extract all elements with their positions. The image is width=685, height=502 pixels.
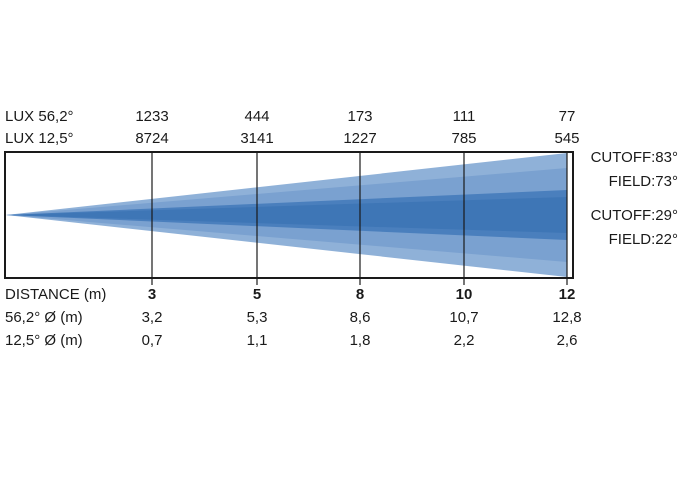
beam-label: FIELD:73°: [609, 173, 678, 190]
beam-label: FIELD:22°: [609, 231, 678, 248]
row-value: 8: [356, 286, 364, 303]
row-value: 1,1: [247, 332, 268, 349]
row-value: 3: [148, 286, 156, 303]
labels: LUX 56,2° 1233 444 173 111 77 LUX 12,5° 8724 314…: [5, 108, 678, 349]
row-value: 1227: [343, 130, 376, 147]
row-value: 3,2: [142, 309, 163, 326]
row-value: 1,8: [350, 332, 371, 349]
row-value: 111: [453, 108, 476, 125]
row-value: 2,6: [557, 332, 578, 349]
row-value: 8,6: [350, 309, 371, 326]
row-value: 5,3: [247, 309, 268, 326]
row-value: 785: [451, 130, 476, 147]
row-value: 10,7: [449, 309, 478, 326]
row-value: 0,7: [142, 332, 163, 349]
row-label: LUX 12,5°: [5, 130, 74, 147]
row-label: 12,5° Ø (m): [5, 332, 83, 349]
row-value: 3141: [240, 130, 273, 147]
row-value: 12,8: [552, 309, 581, 326]
frame: [4, 151, 574, 279]
row-value: 5: [253, 286, 261, 303]
field-narrow-beam: [6, 197, 567, 233]
row-value: 77: [559, 108, 576, 125]
row-value: 444: [244, 108, 269, 125]
row-value: 1233: [135, 108, 168, 125]
row-value: 8724: [135, 130, 168, 147]
beam-label: CUTOFF:83°: [591, 149, 678, 166]
row-value: 2,2: [454, 332, 475, 349]
beam: [6, 153, 567, 277]
row-label: DISTANCE (m): [5, 286, 106, 303]
beam-label: CUTOFF:29°: [591, 207, 678, 224]
distance-lines: [151, 152, 568, 285]
row-label: 56,2° Ø (m): [5, 309, 83, 326]
row-value: 10: [456, 286, 473, 303]
row-value: 545: [554, 130, 579, 147]
row-value: 173: [347, 108, 372, 125]
row-value: 12: [559, 286, 576, 303]
row-label: LUX 56,2°: [5, 108, 74, 125]
